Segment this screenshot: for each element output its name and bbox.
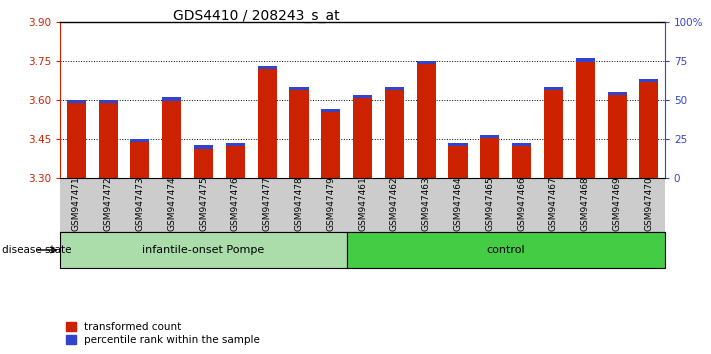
Text: GDS4410 / 208243_s_at: GDS4410 / 208243_s_at bbox=[173, 9, 339, 23]
Bar bbox=[449, 143, 468, 178]
Bar bbox=[162, 97, 181, 101]
Bar bbox=[130, 139, 149, 142]
Bar bbox=[257, 66, 277, 178]
Bar bbox=[194, 145, 213, 178]
Bar bbox=[385, 87, 404, 90]
Bar bbox=[99, 100, 118, 178]
Bar bbox=[257, 66, 277, 69]
Bar bbox=[347, 232, 665, 268]
Bar bbox=[60, 232, 347, 268]
Bar bbox=[353, 95, 372, 98]
Bar bbox=[194, 145, 213, 149]
Bar bbox=[289, 87, 309, 90]
Bar bbox=[544, 87, 563, 90]
Bar bbox=[449, 143, 468, 146]
Bar bbox=[226, 143, 245, 178]
Text: disease state: disease state bbox=[2, 245, 72, 255]
Bar bbox=[544, 87, 563, 178]
Text: infantile-onset Pompe: infantile-onset Pompe bbox=[142, 245, 264, 255]
Bar bbox=[353, 95, 372, 178]
Bar bbox=[417, 61, 436, 64]
Bar bbox=[130, 139, 149, 178]
Bar bbox=[512, 143, 531, 178]
Text: control: control bbox=[486, 245, 525, 255]
Bar bbox=[162, 97, 181, 178]
Bar bbox=[321, 109, 341, 112]
Bar bbox=[67, 100, 86, 103]
Bar bbox=[321, 109, 341, 178]
Bar bbox=[289, 87, 309, 178]
Bar bbox=[99, 100, 118, 103]
Bar bbox=[639, 79, 658, 82]
Bar bbox=[226, 143, 245, 146]
Bar bbox=[607, 92, 626, 95]
Bar bbox=[576, 58, 595, 62]
Bar bbox=[67, 100, 86, 178]
Bar bbox=[417, 61, 436, 178]
Bar bbox=[576, 58, 595, 178]
Bar bbox=[481, 135, 499, 178]
Legend: transformed count, percentile rank within the sample: transformed count, percentile rank withi… bbox=[65, 322, 260, 345]
Bar bbox=[385, 87, 404, 178]
Bar bbox=[607, 92, 626, 178]
Bar bbox=[512, 143, 531, 146]
Bar bbox=[481, 135, 499, 138]
Bar bbox=[639, 79, 658, 178]
